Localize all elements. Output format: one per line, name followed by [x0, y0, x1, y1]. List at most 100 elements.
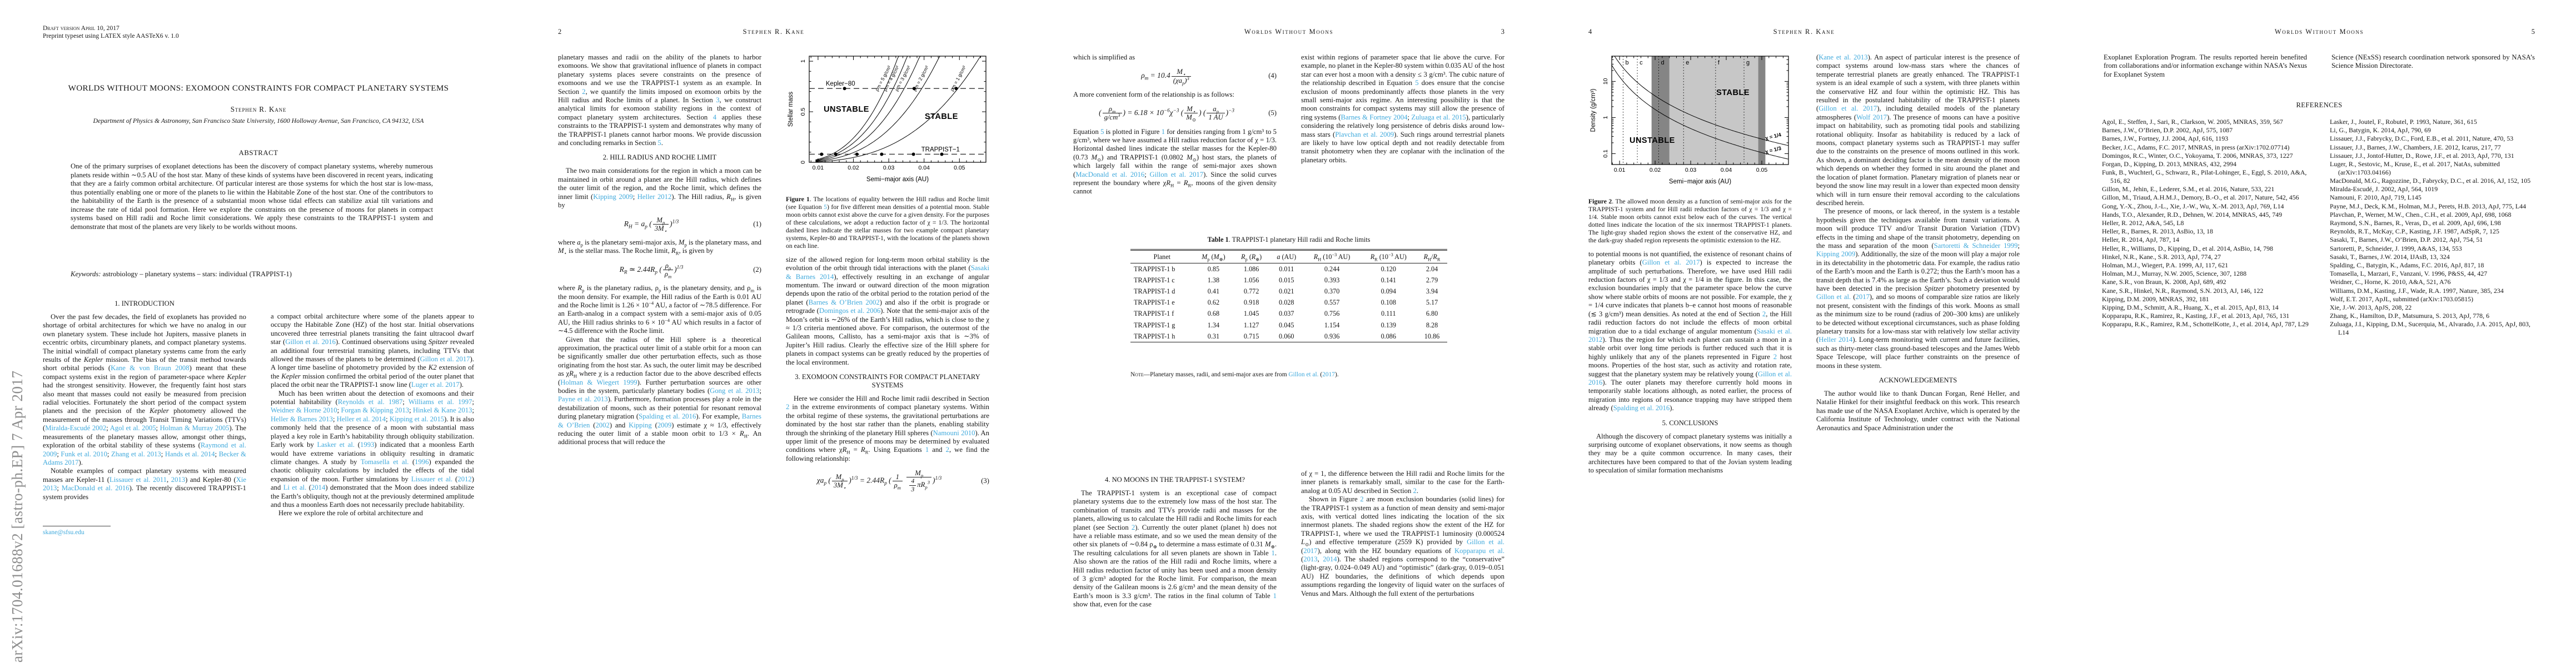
citation-link[interactable]: Gillon et al. 2017	[1818, 104, 1877, 113]
citation-link[interactable]: Namouni 2010	[933, 429, 975, 437]
citation-link[interactable]: Lissauer et al.	[411, 475, 453, 483]
citation-link[interactable]: 2014	[1323, 555, 1337, 564]
citation-link[interactable]: Zhang et al. 2013	[111, 450, 161, 458]
citation-link[interactable]: 2	[786, 403, 790, 411]
paragraph: Over the past few decades, the field of …	[43, 313, 247, 466]
citation-link[interactable]: 2013	[1303, 555, 1318, 564]
citation-link[interactable]: 2	[1773, 352, 1777, 361]
citation-link[interactable]: MacDonald et al. 2016	[61, 484, 129, 492]
citation-link[interactable]: 5	[657, 139, 661, 147]
citation-link[interactable]: Kane et al. 2013	[1818, 53, 1868, 61]
citation-link[interactable]: 2012	[457, 475, 472, 483]
citation-link[interactable]: Li et al.	[283, 484, 307, 492]
running-title: Worlds Without Moons	[1244, 28, 1334, 36]
citation-link[interactable]: Heller 2014	[1818, 336, 1853, 344]
citation-link[interactable]: 1	[1161, 127, 1165, 136]
citation-link[interactable]: 3	[716, 96, 720, 104]
citation-link[interactable]: Barnes & O’Brien	[558, 412, 761, 429]
email-link[interactable]: skane@sfsu.edu	[43, 529, 84, 536]
citation-link[interactable]: 4	[712, 113, 717, 121]
citation-link[interactable]: 2017	[1303, 546, 1318, 555]
citation-link[interactable]: MacDonald et al. 2016	[1075, 170, 1145, 178]
citation-link[interactable]: Holman & Wiegert 1999	[560, 378, 637, 386]
citation-link[interactable]: 2	[1762, 310, 1766, 318]
reference-item: Plavchan, P., Werner, M.W., Chen., C.H.,…	[2330, 210, 2512, 218]
citation-link[interactable]: Lissauer et al. 2011	[109, 475, 167, 484]
citation-link[interactable]: 2013	[171, 475, 186, 484]
citation-link[interactable]: Heller 2012	[637, 192, 672, 201]
citation-link[interactable]: Williams et al. 1997	[408, 398, 472, 406]
citation-link[interactable]: 1	[1273, 591, 1277, 600]
citation-link[interactable]: 2014	[311, 484, 326, 492]
citation-link[interactable]: Tomasella et al.	[360, 457, 409, 466]
table-cell: 0.68	[1207, 310, 1220, 318]
citation-link[interactable]: 1996	[415, 457, 429, 466]
citation-link[interactable]: Miralda-Escudé 2002	[45, 424, 107, 432]
citation-link[interactable]: Kipping	[629, 421, 652, 429]
running-head: 4 Stephen R. Kane	[1588, 28, 2020, 39]
citation-link[interactable]: Sasaki et al. 2012	[1588, 327, 1792, 344]
citation-link[interactable]: Gillon et al. 2017	[1642, 258, 1700, 267]
citation-link[interactable]: Barnes & O’Brien 2002	[808, 298, 880, 306]
citation-link[interactable]: 5	[824, 203, 827, 211]
citation-link[interactable]: 2	[1360, 495, 1364, 504]
citation-link[interactable]: Hands et al. 2014	[165, 450, 215, 458]
citation-link[interactable]: Luger et al. 2017	[411, 381, 460, 389]
citation-link[interactable]: Gillon et al. 2016	[285, 338, 336, 346]
svg-text:Semi−major axis (AU): Semi−major axis (AU)	[1669, 178, 1731, 185]
citation-link[interactable]: Holman & Murray 2005	[160, 424, 230, 432]
citation-link[interactable]: Heller & Barnes 2013	[271, 415, 333, 423]
citation-link[interactable]: Becker & Adams 2017	[43, 450, 247, 466]
citation-link[interactable]: Spalding et al. 2016	[639, 412, 696, 421]
citation-link[interactable]: 1993	[360, 441, 375, 449]
citation-link[interactable]: Spalding et al. 2016	[1613, 404, 1670, 412]
citation-link[interactable]: Gillon et al.	[1288, 371, 1319, 378]
citation-link[interactable]: Kipping 2009	[593, 192, 633, 201]
citation-link[interactable]: 5	[1415, 79, 1419, 87]
citation-link[interactable]: Kipping et al. 2015	[389, 415, 445, 423]
citation-link[interactable]: 2	[945, 446, 949, 454]
citation-link[interactable]: Weidner & Horne 2010	[271, 406, 337, 415]
citation-link[interactable]: Gong et al. 2013	[710, 387, 760, 395]
citation-link[interactable]: Gillon et al.	[1467, 538, 1504, 546]
citation-link[interactable]: Xie 2013	[43, 475, 246, 492]
citation-link[interactable]: Kipping 2009	[1816, 250, 1856, 258]
citation-link[interactable]: 2009	[657, 421, 672, 429]
citation-link[interactable]: Sartoretti & Schneider 1999	[1934, 241, 2018, 250]
citation-link[interactable]: 2017	[1322, 371, 1335, 378]
citation-link[interactable]: Kopparapu et al.	[1454, 546, 1504, 555]
citation-link[interactable]: Wolf 2017	[1856, 113, 1887, 121]
citation-link[interactable]: Gillon et al. 2017	[1149, 170, 1204, 178]
citation-link[interactable]: 2002	[595, 421, 610, 429]
citation-link[interactable]: Plavchan et al. 2009	[1335, 130, 1394, 138]
citation-link[interactable]: Hinkel & Kane 2013	[412, 406, 472, 415]
running-title: Stephen R. Kane	[743, 28, 805, 36]
citation-link[interactable]: 5	[1100, 127, 1104, 136]
citation-link[interactable]: Funk et al. 2010	[61, 450, 107, 458]
paragraph: Exoplanet Exploration Program. The resul…	[2104, 53, 2307, 78]
citation-link[interactable]: Sasaki & Barnes 2014	[786, 264, 989, 281]
citation-link[interactable]: Forgan & Kipping 2013	[341, 406, 410, 415]
citation-link[interactable]: 2	[1413, 486, 1417, 495]
citation-link[interactable]: 2	[1131, 523, 1135, 531]
citation-link[interactable]: Lasker et al.	[317, 441, 355, 449]
citation-link[interactable]: Payne et al. 2013	[558, 395, 608, 404]
citation-link[interactable]: 2	[582, 87, 586, 96]
citation-link[interactable]: Gillon et al.	[1816, 293, 1851, 301]
citation-link[interactable]: Agol et al. 2005	[109, 424, 156, 432]
citation-link[interactable]: Heller et al. 2014	[336, 415, 386, 423]
table-cell: 0.393	[1324, 276, 1340, 284]
citation-link[interactable]: Barnes & Fortney 2004	[1341, 113, 1408, 121]
citation-link[interactable]: Reynolds et al. 1987	[337, 398, 403, 406]
references-heading: REFERENCES	[2296, 101, 2343, 109]
citation-link[interactable]: 2017	[1855, 293, 1870, 301]
citation-link[interactable]: Raymond et al. 2009	[43, 441, 246, 458]
citation-link[interactable]: Kane & von Braun 2008	[111, 364, 190, 372]
citation-link[interactable]: Domingos et al. 2006	[819, 307, 881, 315]
citation-link[interactable]: Gillon et al. 2017	[420, 355, 470, 364]
citation-link[interactable]: 1	[1271, 549, 1275, 557]
svg-text:d: d	[1661, 59, 1664, 66]
citation-link[interactable]: Gillon et al. 2016	[1588, 370, 1792, 386]
citation-link[interactable]: 1	[925, 446, 929, 454]
citation-link[interactable]: Zuluaga et al. 2015	[1411, 113, 1466, 121]
